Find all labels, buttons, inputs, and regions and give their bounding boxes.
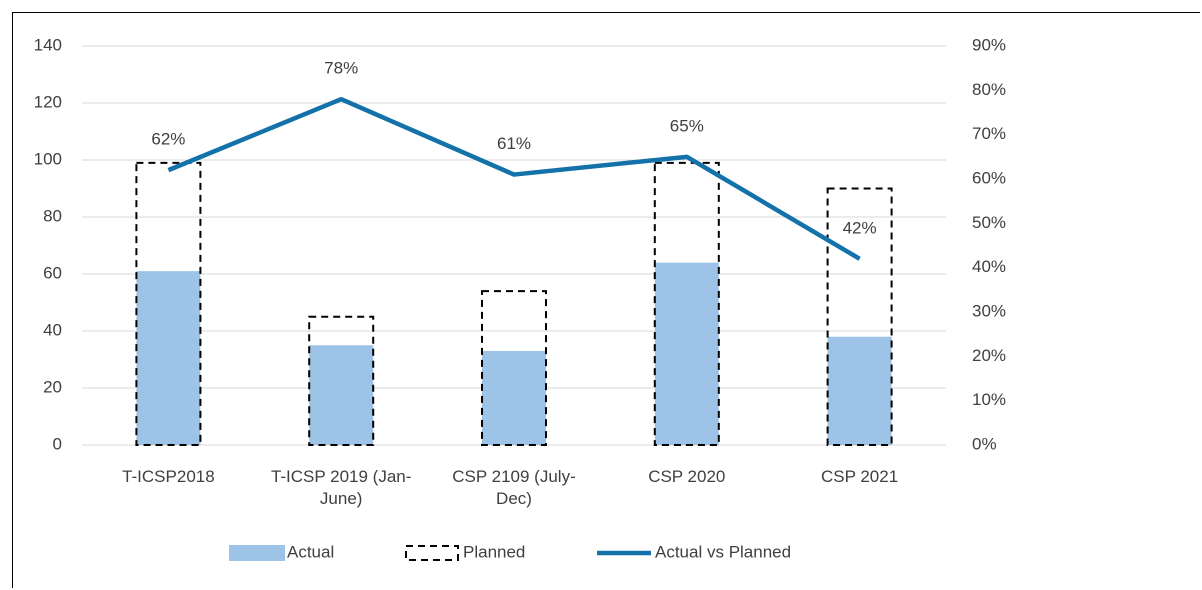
- y2-tick-label: 20%: [972, 346, 1006, 365]
- y2-tick-label: 70%: [972, 124, 1006, 143]
- bar: [654, 262, 719, 445]
- legend-label: Actual vs Planned: [655, 542, 791, 561]
- y2-tick-label: 0%: [972, 434, 997, 453]
- bar: [135, 161, 202, 446]
- data-label: 62%: [151, 130, 185, 149]
- bar: [309, 345, 374, 445]
- y2-tick-label: 30%: [972, 301, 1006, 320]
- bar: [826, 187, 893, 446]
- y-tick-label: 100: [34, 149, 62, 168]
- data-label: 65%: [670, 116, 704, 135]
- y-tick-label: 140: [34, 35, 62, 54]
- data-label: 61%: [497, 134, 531, 153]
- y-tick-label: 0: [53, 434, 62, 453]
- y-tick-label: 40: [43, 320, 62, 339]
- y2-tick-label: 90%: [972, 35, 1006, 54]
- y-tick-label: 60: [43, 263, 62, 282]
- data-label: 42%: [843, 218, 877, 237]
- y2-tick-label: 60%: [972, 168, 1006, 187]
- bar: [827, 336, 892, 445]
- y2-tick-label: 50%: [972, 213, 1006, 232]
- y2-tick-label: 80%: [972, 80, 1006, 99]
- chart-frame: [12, 12, 1200, 588]
- y2-tick-label: 40%: [972, 257, 1006, 276]
- legend-label: Actual: [287, 542, 334, 561]
- y-tick-label: 20: [43, 377, 62, 396]
- x-tick-label: T-ICSP 2019 (Jan-June): [270, 467, 412, 508]
- x-tick-label: CSP 2020: [648, 467, 726, 486]
- line: [167, 96, 861, 261]
- data-label: 78%: [324, 59, 358, 78]
- x-tick-label: T-ICSP2018: [122, 467, 215, 486]
- x-tick-label: CSP 2021: [820, 467, 899, 486]
- y2-tick-label: 10%: [972, 390, 1006, 409]
- x-tick-label: CSP 2109 (July-Dec): [452, 467, 576, 508]
- legend-swatch: [405, 545, 459, 561]
- bar: [136, 271, 201, 445]
- legend-swatch: [229, 545, 285, 561]
- y-tick-label: 120: [34, 92, 62, 111]
- legend-label: Planned: [463, 542, 525, 561]
- bar: [653, 161, 720, 446]
- y-tick-label: 80: [43, 206, 62, 225]
- bar: [482, 350, 546, 445]
